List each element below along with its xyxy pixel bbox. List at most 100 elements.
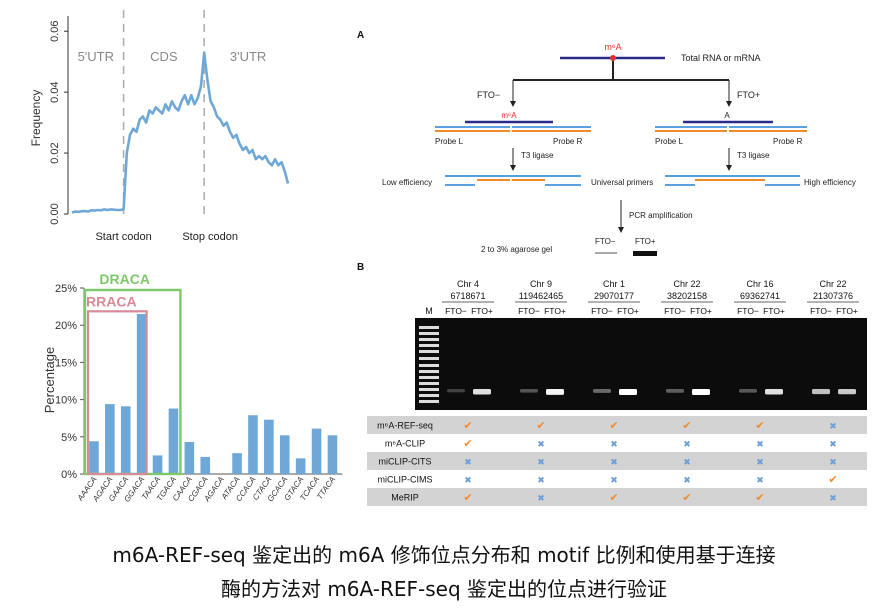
locus-chr: Chr 22: [673, 279, 700, 289]
method-name: miCLIP-CIMS: [377, 475, 432, 485]
lane-fto-plus: FTO+: [690, 306, 712, 316]
ladder-band: [419, 400, 439, 403]
check-icon: ✔: [682, 420, 691, 432]
method-row: [367, 452, 867, 470]
ladder-band: [419, 364, 439, 367]
cross-icon: ✖: [829, 457, 837, 467]
t3-ligase-right: T3 ligase: [737, 151, 770, 160]
gel-band: [765, 389, 783, 395]
gel-band: [619, 389, 637, 395]
motif-bars: AAACAAGACAGAACAGGACATAACATGACACAACACGACA…: [75, 314, 338, 504]
locus-chr: Chr 9: [530, 279, 552, 289]
check-icon: ✔: [609, 492, 618, 504]
locus-chr: Chr 4: [457, 279, 479, 289]
check-icon: ✔: [682, 492, 691, 504]
cross-icon: ✖: [537, 493, 545, 503]
ladder-size-label: 400 bp: [383, 339, 411, 349]
start-codon-label: Start codon: [95, 231, 151, 243]
region-label: 5'UTR: [78, 49, 114, 64]
motif-bar-cgaca: [200, 456, 211, 474]
probe-r-right: Probe R: [773, 137, 803, 146]
lane-fto-plus: FTO+: [617, 306, 639, 316]
gel-band: [473, 389, 491, 395]
motif-y-tick-label: 10%: [55, 395, 77, 407]
method-row: [367, 416, 867, 434]
motif-bar-aaaca: [89, 441, 99, 474]
stop-codon-label: Stop codon: [182, 231, 238, 243]
cross-icon: ✖: [610, 457, 618, 467]
gel-band: [692, 389, 710, 395]
motif-y-tick-label: 20%: [55, 320, 77, 332]
gel-bands: [447, 389, 856, 395]
frequency-line: [71, 51, 290, 214]
method-row: [367, 434, 867, 452]
motif-bar-taaca: [152, 455, 163, 474]
check-icon: ✔: [463, 492, 472, 504]
locus-position: 29070177: [594, 291, 634, 301]
ladder-band: [419, 376, 439, 379]
ladder-size-label: 200 bp: [383, 364, 411, 374]
low-efficiency-label: Low efficiency: [382, 178, 432, 187]
motif-bar-chart: 0% 5% 10% 15% 20% 25% AAACAAGACAGAACAGGACATAA…: [42, 271, 343, 504]
locus-position: 119462465: [519, 291, 563, 301]
caption-line-2: 酶的方法对 m6A-REF-seq 鉴定出的位点进行验证: [220, 577, 668, 601]
figure-caption: m6A-REF-seq 鉴定出的 m6A 修饰位点分布和 motif 比例和使用…: [0, 538, 888, 606]
gel-band: [447, 389, 465, 393]
method-row: [367, 470, 867, 488]
motif-bar-ggaca: [136, 314, 147, 474]
panel-a-letter: A: [357, 30, 364, 41]
caption-line-1: m6A-REF-seq 鉴定出的 m6A 修饰位点分布和 motif 比例和使用…: [112, 543, 776, 567]
lane-fto-minus: FTO−: [591, 306, 613, 316]
ladder-size-label: 600 bp: [383, 323, 411, 333]
total-rna-label: Total RNA or mRNA: [681, 53, 761, 63]
frequency-y-tick-label: 0.04: [49, 81, 61, 102]
check-icon: ✔: [609, 420, 618, 432]
motif-y-tick-label: 5%: [61, 432, 77, 444]
ladder-band: [419, 357, 439, 360]
a-right-label: A: [724, 111, 730, 120]
motif-bar-ctaca: [264, 419, 274, 474]
fto-minus-label: FTO−: [477, 90, 500, 100]
ladder-band: [419, 394, 439, 397]
cross-icon: ✖: [610, 475, 618, 485]
cross-icon: ✖: [537, 457, 545, 467]
motif-bar-ttaca: [327, 435, 338, 474]
locus-position: 6718671: [450, 291, 485, 301]
marker-lane-label: M: [425, 306, 433, 316]
cross-icon: ✖: [610, 439, 618, 449]
check-icon: ✔: [828, 474, 837, 486]
motif-y-axis: 0% 5% 10% 15% 20% 25%: [55, 283, 343, 481]
dna-ladder: 600 bp 400 bp 200 bp 100 bp 50 bp: [383, 323, 439, 405]
probe-r-left: Probe R: [553, 137, 583, 146]
lane-fto-plus: FTO+: [471, 306, 493, 316]
m6a-top-label: m⁶A: [604, 42, 621, 52]
cross-icon: ✖: [464, 475, 472, 485]
motif-bar-tcaca: [311, 428, 322, 474]
lane-fto-minus: FTO−: [518, 306, 540, 316]
frequency-y-tick-label: 0.06: [49, 21, 61, 42]
cross-icon: ✖: [464, 457, 472, 467]
locus-chr: Chr 22: [819, 279, 846, 289]
loci-headers: Chr 4 6718671 FTO− FTO+ Chr 9 119462465 FTO− FT…: [442, 279, 859, 316]
gel-band: [666, 389, 684, 393]
lane-fto-minus: FTO−: [445, 306, 467, 316]
method-name: MeRIP: [391, 493, 419, 503]
motif-bar-agaca: [105, 404, 115, 474]
lane-fto-minus: FTO−: [810, 306, 832, 316]
rraca-group-label: RRACA: [86, 293, 137, 309]
locus-position: 69362741: [740, 291, 780, 301]
panel-b-letter: B: [357, 262, 364, 273]
lane-fto-plus: FTO+: [836, 306, 858, 316]
gel-band: [546, 389, 564, 395]
frequency-y-axis: 0.00 0.02 0.04 0.06: [49, 16, 69, 225]
motif-bar-caaca: [184, 442, 195, 474]
ladder-band: [419, 332, 439, 335]
ladder-size-label: 50 bp: [388, 395, 411, 405]
method-name: m⁶A-REF-seq: [377, 421, 433, 431]
gel-fto-plus-label: FTO+: [635, 237, 656, 246]
motif-bar-tgaca: [168, 408, 179, 474]
probe-l-left: Probe L: [435, 137, 464, 146]
cross-icon: ✖: [756, 475, 764, 485]
region-label: 3'UTR: [230, 49, 266, 64]
ladder-band: [419, 350, 439, 353]
